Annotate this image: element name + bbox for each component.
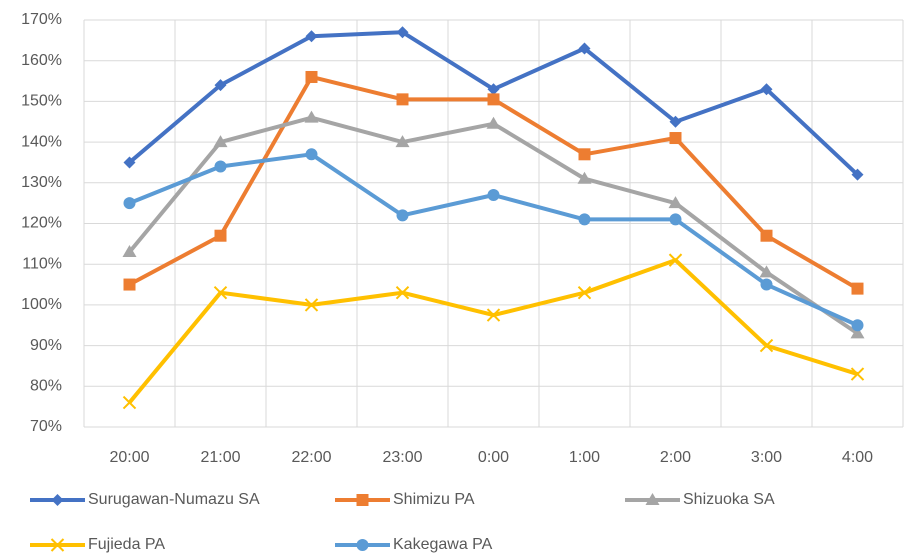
marker: [356, 494, 369, 506]
marker: [123, 156, 136, 169]
series: [123, 26, 864, 181]
x-tick-label: 22:00: [291, 449, 331, 466]
legend-label: Shimizu PA: [393, 491, 475, 508]
marker: [760, 278, 773, 291]
x-tick-label: 21:00: [200, 449, 240, 466]
y-tick-label: 160%: [21, 52, 62, 69]
x-tick-label: 3:00: [751, 449, 782, 466]
marker: [214, 160, 227, 173]
marker: [123, 197, 136, 210]
y-tick-label: 70%: [30, 418, 62, 435]
marker: [395, 135, 410, 148]
marker: [851, 319, 864, 332]
y-tick-label: 170%: [21, 11, 62, 28]
marker: [668, 196, 683, 209]
marker: [304, 110, 319, 123]
marker: [213, 285, 228, 300]
marker: [122, 244, 137, 257]
y-tick-label: 140%: [21, 133, 62, 150]
series: [123, 148, 864, 332]
marker: [577, 171, 592, 184]
marker: [851, 282, 864, 295]
x-tick-label: 4:00: [842, 449, 873, 466]
y-tick-label: 130%: [21, 174, 62, 191]
x-tick-label: 2:00: [660, 449, 691, 466]
marker: [759, 338, 774, 353]
marker: [759, 265, 774, 278]
marker: [305, 70, 318, 83]
marker: [51, 494, 64, 506]
y-tick-label: 100%: [21, 296, 62, 313]
marker: [487, 189, 500, 202]
marker: [645, 493, 660, 505]
marker: [214, 229, 227, 242]
marker: [850, 326, 865, 339]
marker: [851, 168, 864, 181]
y-tick-label: 110%: [22, 255, 62, 272]
legend-entry: Kakegawa PA: [335, 536, 493, 553]
series-line: [128, 152, 859, 328]
legend-entry: Shizuoka SA: [625, 491, 775, 508]
marker: [396, 209, 409, 222]
marker: [850, 367, 865, 381]
marker: [213, 135, 228, 148]
y-tick-label: 120%: [21, 215, 62, 232]
marker: [486, 116, 501, 129]
x-tick-label: 23:00: [382, 449, 422, 466]
marker: [669, 115, 682, 128]
marker: [304, 298, 319, 312]
legend-label: Surugawan-Numazu SA: [88, 491, 260, 508]
y-tick-label: 90%: [30, 337, 62, 354]
x-tick-label: 1:00: [569, 449, 600, 466]
marker: [123, 278, 136, 291]
legend-label: Fujieda PA: [88, 536, 165, 553]
legend-label: Kakegawa PA: [393, 536, 493, 553]
marker: [305, 148, 318, 161]
marker: [578, 42, 591, 55]
y-tick-label: 80%: [30, 378, 62, 395]
series: [122, 110, 865, 339]
marker: [578, 148, 591, 161]
marker: [487, 93, 500, 106]
legend-entry: Fujieda PA: [30, 536, 165, 553]
marker: [669, 213, 682, 226]
marker: [486, 308, 501, 322]
marker: [396, 93, 409, 106]
marker: [395, 285, 410, 300]
x-tick-label: 0:00: [478, 449, 509, 466]
marker: [578, 213, 591, 226]
marker: [668, 253, 683, 267]
series-line: [127, 258, 859, 404]
marker: [669, 132, 682, 145]
marker: [396, 26, 409, 39]
marker: [50, 538, 65, 552]
legend-entry: Shimizu PA: [335, 491, 475, 508]
marker: [760, 83, 773, 96]
series-line: [127, 115, 859, 336]
legend-label: Shizuoka SA: [683, 491, 775, 508]
series: [123, 70, 864, 295]
marker: [577, 285, 592, 300]
marker: [305, 30, 318, 43]
marker: [487, 83, 500, 96]
marker: [760, 229, 773, 242]
legend-entry: Surugawan-Numazu SA: [30, 491, 260, 508]
series: [122, 253, 865, 410]
marker: [214, 79, 227, 92]
x-tick-label: 20:00: [109, 449, 149, 466]
marker: [356, 539, 369, 551]
y-tick-label: 150%: [21, 93, 62, 110]
marker: [122, 395, 137, 410]
